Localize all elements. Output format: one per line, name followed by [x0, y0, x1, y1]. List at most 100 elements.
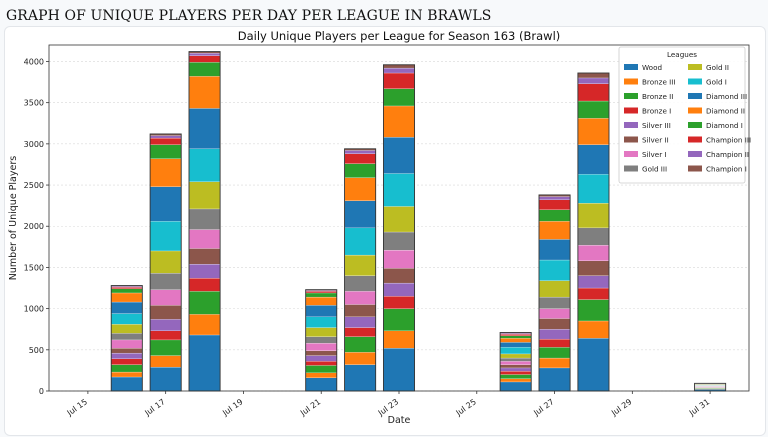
- legend-label: Champion III: [706, 136, 751, 145]
- y-tick-label: 500: [29, 346, 44, 355]
- bar-segment: [344, 304, 376, 317]
- chart-card: 0 500 1000 1500 2000 2500 3000 3500 4000 Jul 15 Ju…: [4, 26, 766, 436]
- bar-segment: [344, 364, 376, 392]
- legend-label: Gold III: [642, 165, 667, 174]
- bar-segment: [538, 209, 571, 222]
- legend-swatch: [688, 64, 702, 70]
- bar-segment: [499, 381, 532, 392]
- bar-segment: [188, 314, 221, 336]
- bar-segment: [538, 347, 571, 359]
- bar-segment: [149, 366, 182, 392]
- bar-segment: [538, 338, 571, 348]
- legend-swatch: [624, 151, 638, 157]
- bar-segment: [149, 339, 182, 356]
- bar-segment: [111, 348, 143, 354]
- bar-segment: [577, 174, 610, 204]
- bar-segment: [305, 361, 337, 366]
- legend-label: Gold I: [706, 78, 727, 87]
- bar-segment: [149, 186, 182, 222]
- legend-label: Champion II: [706, 150, 749, 159]
- bar-segment: [344, 153, 376, 164]
- legend-swatch: [688, 93, 702, 99]
- bar-segment: [188, 248, 221, 265]
- bar-segment: [499, 357, 532, 362]
- bar-segment: [111, 287, 143, 289]
- legend-label: Wood: [642, 63, 662, 72]
- bar-segment: [111, 376, 143, 392]
- bar-segment: [538, 367, 571, 392]
- bar-segment: [499, 378, 532, 383]
- bar-segment: [149, 144, 182, 159]
- legend-swatch: [624, 107, 638, 114]
- bar-segment: [499, 347, 532, 355]
- legend-label: Bronze III: [642, 78, 676, 87]
- bar-segment: [149, 319, 182, 331]
- bar-segment: [344, 336, 376, 353]
- bar-segment: [111, 313, 143, 325]
- bar-segment: [149, 221, 182, 252]
- bar-segment: [305, 296, 337, 306]
- bar-segment: [538, 199, 571, 210]
- bar-segment: [188, 76, 221, 109]
- bar-segment: [499, 364, 532, 369]
- bar-segment: [344, 291, 376, 305]
- bar-segment: [538, 239, 571, 261]
- bar-segment: [577, 77, 610, 84]
- legend-label: Bronze II: [642, 92, 673, 101]
- legend-swatch: [688, 78, 702, 85]
- legend-swatch: [688, 165, 702, 172]
- bar-segment: [383, 268, 415, 284]
- y-tick-label: 2500: [24, 181, 44, 190]
- bar-segment: [149, 158, 182, 187]
- bar-segment: [383, 72, 415, 89]
- x-tick-label: Jul 19: [220, 397, 244, 418]
- legend-label: Diamond III: [706, 92, 747, 101]
- bar-segment: [149, 330, 182, 341]
- bar-segment: [538, 308, 571, 319]
- bar-segment: [188, 55, 221, 63]
- chart-title: Daily Unique Players per League for Seas…: [238, 29, 561, 43]
- x-axis-title: Date: [388, 415, 411, 426]
- bar-segment: [188, 278, 221, 292]
- bar-segment: [149, 273, 182, 290]
- y-tick-label: 1500: [24, 263, 44, 272]
- bar-segment: [149, 305, 182, 320]
- legend-swatch: [624, 122, 638, 128]
- bar-segment: [538, 296, 571, 309]
- bar-segment: [577, 72, 610, 79]
- legend-label: Gold II: [706, 63, 729, 72]
- y-tick-label: 3000: [24, 140, 44, 149]
- bar-segment: [538, 318, 571, 330]
- bar-segment: [305, 365, 337, 374]
- bar-segment: [344, 275, 376, 292]
- bar-segment: [188, 148, 221, 182]
- bar-segment: [305, 305, 337, 317]
- bar-segment: [149, 355, 182, 368]
- bar-segment: [538, 196, 571, 201]
- legend-swatch: [688, 107, 702, 114]
- legend-label: Champion I: [706, 165, 747, 174]
- bar-segment: [383, 105, 415, 138]
- bar-segment: [305, 355, 337, 362]
- y-tick-label: 1000: [24, 305, 44, 314]
- bar-segment: [305, 372, 337, 378]
- bar-segment: [111, 301, 143, 314]
- bar-segment: [577, 338, 610, 392]
- bar-segment: [577, 299, 610, 322]
- bar-segment: [188, 53, 221, 56]
- bar-segment: [577, 260, 610, 276]
- legend: Leagues Wood Bronze III Bronze II Bronze I Si…: [618, 46, 751, 184]
- bar-segment: [305, 343, 337, 351]
- bar-segment: [149, 289, 182, 306]
- legend-label: Bronze I: [642, 107, 671, 116]
- legend-swatch: [688, 136, 702, 143]
- bar-segment: [577, 275, 610, 289]
- bar-segment: [538, 221, 571, 240]
- bar-segment: [344, 177, 376, 201]
- bar-segment: [577, 83, 610, 102]
- legend-label: Diamond I: [706, 121, 743, 130]
- legend-label: Silver II: [642, 136, 669, 145]
- bar-segment: [305, 316, 337, 328]
- bar-segment: [577, 287, 610, 300]
- bar-segment: [111, 364, 143, 373]
